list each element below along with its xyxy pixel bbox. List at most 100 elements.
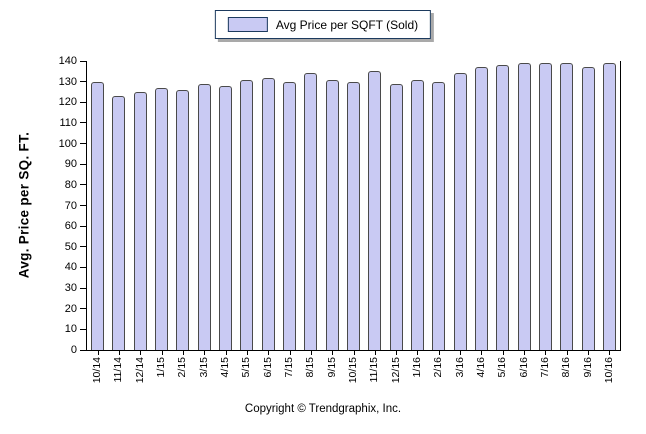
x-tick-label: 12/14 — [133, 357, 146, 384]
copyright-text: Copyright © Trendgraphix, Inc. — [244, 403, 402, 415]
bar-3-15 — [197, 83, 211, 350]
legend-box: Avg Price per SQFT (Sold) — [214, 10, 432, 39]
y-axis-tick — [80, 349, 86, 351]
bar-11-14 — [112, 96, 126, 350]
bar-10-16 — [602, 63, 616, 350]
x-axis-tick — [609, 351, 611, 355]
x-tick-label: 10/15 — [347, 357, 359, 384]
x-axis-tick — [97, 351, 99, 355]
y-axis-tick — [80, 122, 86, 124]
x-tick-label: 7/16 — [538, 357, 551, 378]
x-tick-label: 5/16 — [496, 357, 509, 378]
bar-1-15 — [155, 87, 169, 350]
bar-2-15 — [176, 89, 190, 350]
y-tick-label: 80 — [64, 178, 77, 191]
y-tick-label: 10 — [64, 323, 77, 336]
bar-11-15 — [368, 71, 382, 350]
y-axis-tick — [80, 246, 86, 248]
bar-5-16 — [496, 65, 510, 350]
x-tick-label: 5/15 — [240, 357, 253, 378]
x-axis-tick — [417, 351, 419, 355]
bar-10-15 — [347, 81, 360, 350]
y-tick-label: 50 — [64, 240, 77, 253]
x-axis-tick — [396, 351, 398, 355]
x-tick-label: 11/15 — [368, 357, 381, 383]
y-tick-label: 20 — [64, 302, 77, 315]
y-tick-label: 70 — [64, 199, 77, 212]
y-axis-tick — [80, 308, 86, 310]
x-tick-label: 1/15 — [155, 357, 168, 378]
bar-9-15 — [325, 79, 339, 350]
x-tick-label: 10/16 — [602, 357, 615, 384]
x-tick-label: 6/16 — [517, 357, 530, 378]
bar-1-16 — [410, 79, 424, 350]
y-tick-label: 0 — [70, 344, 77, 356]
y-tick-label: 100 — [58, 137, 77, 150]
bar-12-14 — [133, 91, 147, 350]
x-axis-tick — [225, 351, 227, 355]
x-axis-tick — [374, 351, 376, 355]
x-tick-label: 3/15 — [197, 357, 210, 378]
y-tick-label: 130 — [58, 75, 77, 88]
x-tick-label: 4/15 — [219, 357, 232, 378]
y-tick-label: 110 — [59, 116, 77, 129]
x-tick-label: 3/16 — [453, 357, 466, 378]
y-axis-tick — [80, 205, 86, 206]
y-axis-tick — [80, 328, 86, 330]
x-axis-tick — [246, 351, 248, 355]
x-tick-label: 8/15 — [304, 357, 317, 378]
y-axis-title: Avg. Price per SQ. FT. — [16, 131, 32, 279]
x-axis-tick — [204, 351, 206, 355]
x-axis-tick — [588, 351, 590, 355]
bar-8-16 — [560, 63, 574, 350]
x-tick-label: 1/16 — [410, 357, 423, 378]
x-tick-label: 6/15 — [261, 357, 274, 378]
x-axis-tick — [332, 351, 334, 355]
legend-label: Avg Price per SQFT (Sold) — [275, 17, 419, 32]
x-axis-tick — [545, 351, 547, 355]
y-tick-label: 120 — [58, 96, 77, 109]
y-axis-tick — [80, 163, 86, 165]
y-tick-label: 90 — [64, 158, 77, 171]
bar-6-16 — [517, 63, 531, 350]
x-axis-tick — [161, 351, 163, 355]
x-axis-tick — [353, 351, 355, 355]
x-axis-tick — [118, 351, 120, 355]
bar-7-15 — [283, 81, 297, 350]
bar-6-15 — [261, 77, 275, 350]
bar-9-16 — [581, 67, 595, 350]
y-axis-tick — [80, 184, 86, 186]
bar-8-15 — [304, 73, 318, 350]
x-axis-tick — [438, 351, 440, 355]
x-axis-tick — [524, 351, 526, 355]
x-axis-tick — [289, 351, 291, 355]
bar-12-15 — [389, 83, 403, 350]
x-axis-tick — [268, 351, 270, 355]
y-axis-tick — [80, 225, 86, 227]
y-tick-label: 40 — [64, 261, 77, 274]
x-axis-tick — [460, 351, 462, 355]
bar-3-16 — [453, 73, 467, 350]
bar-4-15 — [219, 85, 233, 350]
x-tick-label: 9/16 — [581, 357, 594, 378]
bar-7-16 — [538, 63, 552, 350]
plot-area: 0 10 20 30 40 50 60 70 80 90 100 110 120 130 140 10/14 1… — [59, 55, 621, 383]
x-axis-tick — [481, 351, 483, 355]
x-axis-tick — [310, 351, 312, 355]
x-tick-label: 7/15 — [283, 357, 296, 378]
x-tick-label: 2/15 — [176, 357, 189, 378]
bar-5-15 — [240, 79, 254, 350]
x-tick-label: 10/14 — [91, 357, 104, 384]
x-tick-label: 9/15 — [325, 357, 338, 378]
y-axis-tick — [80, 266, 86, 268]
x-tick-label: 12/15 — [389, 357, 402, 384]
x-axis-tick — [502, 351, 504, 355]
y-tick-label: 60 — [64, 220, 77, 233]
x-axis-tick — [566, 351, 568, 355]
x-axis-tick — [182, 351, 184, 355]
y-axis-tick — [80, 143, 86, 145]
bar-10-14 — [91, 81, 105, 350]
y-axis-tick — [80, 287, 86, 289]
y-axis-tick — [80, 101, 86, 103]
